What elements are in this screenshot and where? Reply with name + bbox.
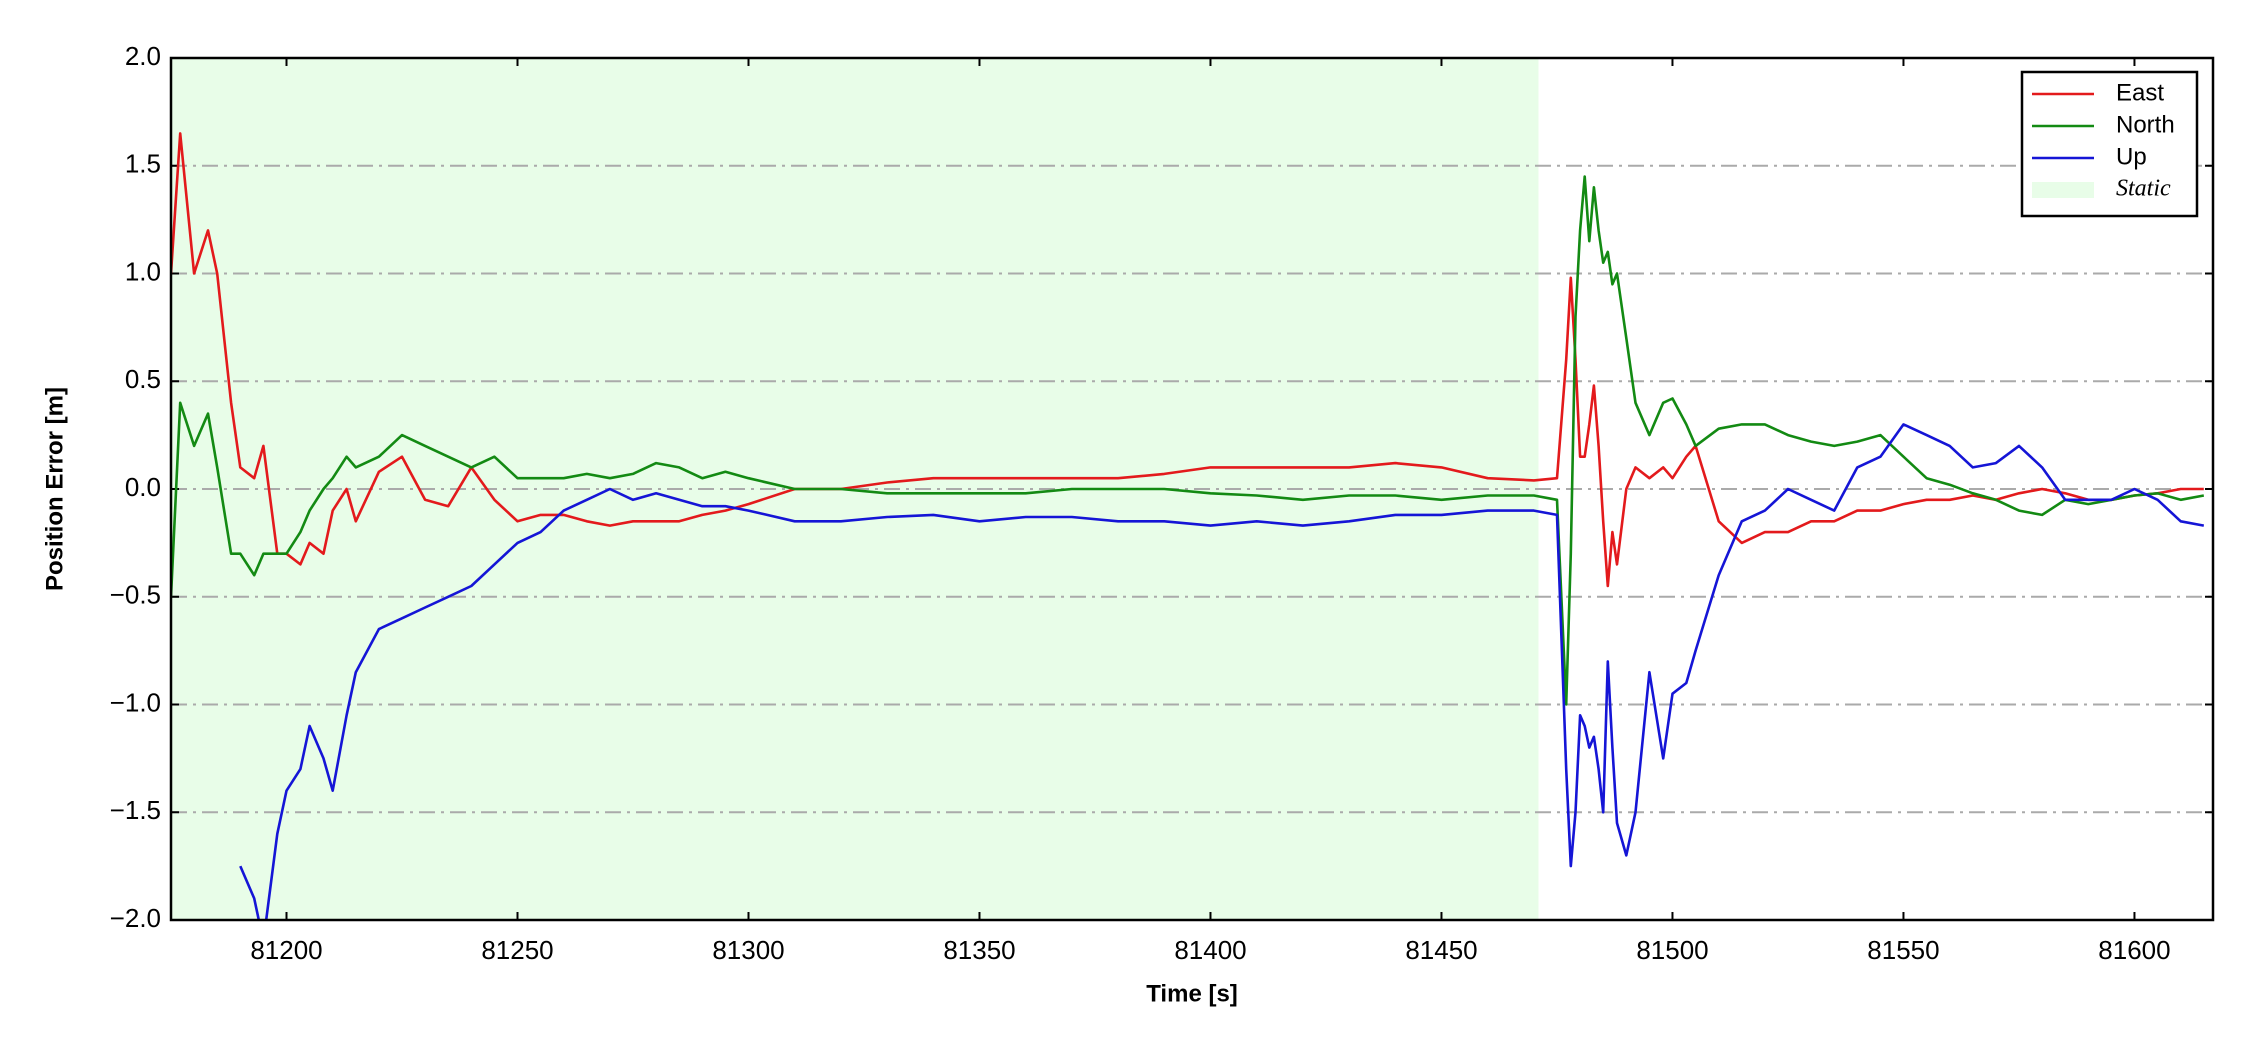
y-tick-label: −1.5	[110, 795, 161, 825]
legend-label: North	[2116, 111, 2175, 138]
legend-label: East	[2116, 79, 2164, 106]
y-tick-label: 0.0	[125, 472, 161, 502]
series-line	[171, 132, 2204, 588]
y-tick-label: −1.0	[110, 687, 161, 717]
plot-area	[171, 132, 2205, 920]
legend-label: Up	[2116, 143, 2147, 170]
series-line	[171, 175, 2205, 706]
y-tick-label: 2.0	[125, 41, 161, 71]
legend-box	[2020, 70, 2199, 218]
plot-frame	[169, 56, 2215, 922]
y-tick-label: 1.5	[125, 149, 161, 179]
x-tick-label: 81400	[1174, 935, 1246, 965]
x-tick-label: 81450	[1405, 935, 1477, 965]
y-tick-label: −2.0	[110, 903, 161, 933]
x-tick-label: 81250	[481, 935, 553, 965]
legend-label: Static	[2116, 176, 2171, 202]
y-axis-label: Position Error [m]	[41, 387, 68, 591]
y-tick-label: 0.5	[125, 364, 161, 394]
x-tick-label: 81200	[250, 935, 322, 965]
x-axis-label: Time [s]	[1146, 980, 1238, 1007]
x-tick-label: 81500	[1636, 935, 1708, 965]
x-tick-label: 81550	[1867, 935, 1939, 965]
series-line	[239, 423, 2205, 920]
x-tick-label: 81300	[712, 935, 784, 965]
x-tick-label: 81350	[943, 935, 1015, 965]
y-tick-label: −0.5	[110, 580, 161, 610]
x-tick-label: 81600	[2098, 935, 2170, 965]
legend-swatch	[2032, 182, 2094, 198]
y-tick-label: 1.0	[125, 256, 161, 286]
